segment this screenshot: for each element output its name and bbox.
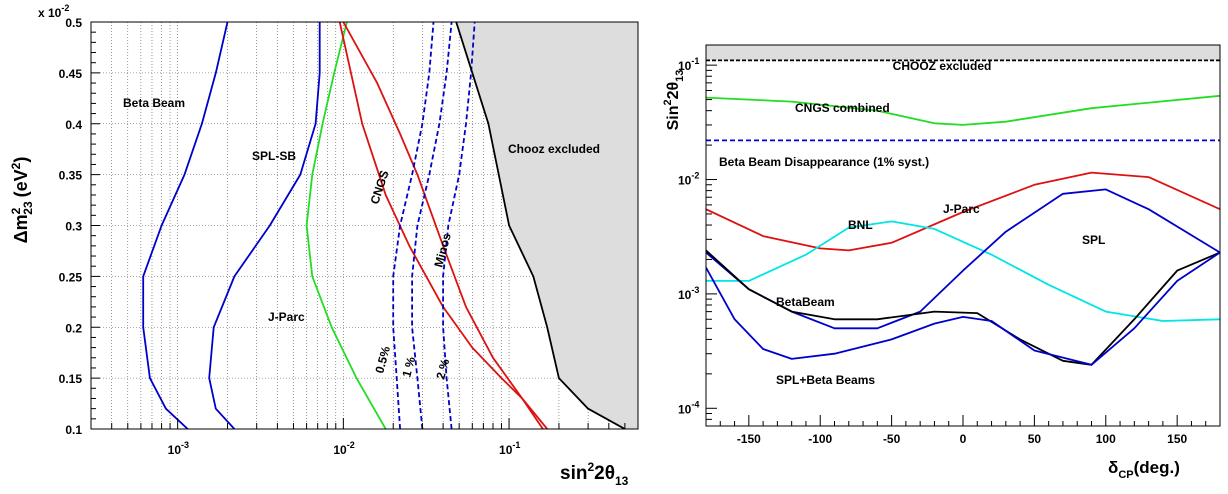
y-tick-label: 0.25 <box>59 270 83 284</box>
x-tick-label: 150 <box>1167 432 1187 446</box>
series-line-bnl <box>706 220 1220 322</box>
left-ticks: 0.1 0.15 0.2 0.25 0.3 0.35 0.4 0.45 0.5 10-3 10-2 1… <box>59 16 626 457</box>
label-betabeam: BetaBeam <box>776 295 835 309</box>
y-tick-label: 0.3 <box>65 220 82 234</box>
y-tick-label: 0.1 <box>65 423 82 437</box>
label-j-parc: J-Parc <box>268 310 305 324</box>
series-line-1 <box>411 22 453 429</box>
left-y-multiplier: x 10-2 <box>38 3 69 20</box>
label-spl: SPL <box>1082 233 1105 247</box>
left-x-axis-label: sin22θ13 <box>560 460 629 488</box>
label-j-parc-right: J-Parc <box>943 202 980 216</box>
y-tick-label: 10-3 <box>678 285 699 302</box>
series-line-2 <box>442 22 476 429</box>
y-tick-label: 0.45 <box>59 67 83 81</box>
y-tick-label: 0.35 <box>59 169 83 183</box>
y-tick-label: 10-2 <box>678 171 699 188</box>
x-tick-label: 10-2 <box>333 440 354 457</box>
x-tick-label: 0 <box>960 432 967 446</box>
label-beta-beam: Beta Beam <box>123 96 185 110</box>
label-1-percent: 1 % <box>399 355 418 379</box>
series-line-spl-sb <box>208 22 321 429</box>
series-line-cngs-combined <box>706 94 1220 126</box>
label-spl-sb: SPL-SB <box>252 149 296 163</box>
x-tick-label: 10-1 <box>499 440 520 457</box>
label-chooz-excluded: Chooz excluded <box>508 142 600 156</box>
label-beta-beam-disappearance: Beta Beam Disappearance (1% syst.) <box>719 155 929 169</box>
right-chart: -150 -100 -50 0 50 100 150 10-1 10-2 10-3 10-4 Sin… <box>662 44 1221 481</box>
label-cngs-combined: CNGS combined <box>795 101 890 115</box>
y-tick-label: 0.15 <box>59 372 83 386</box>
series-line-spl-beta-beams <box>706 251 1220 366</box>
chooz-excluded-region <box>706 45 1220 61</box>
left-chart: 0.1 0.15 0.2 0.25 0.3 0.35 0.4 0.45 0.5 10-3 10-2 1… <box>9 3 639 488</box>
label-spl-beta-beams: SPL+Beta Beams <box>776 373 875 387</box>
right-ticks: -150 -100 -50 0 50 100 150 10-1 10-2 10-3 10-4 <box>678 56 1207 446</box>
x-tick-label: -100 <box>808 432 832 446</box>
x-tick-label: 100 <box>1096 432 1116 446</box>
series-line-0-5 <box>392 22 435 429</box>
y-tick-label: 0.2 <box>65 321 82 335</box>
x-tick-label: -50 <box>883 432 901 446</box>
x-tick-label: 10-3 <box>168 440 189 457</box>
x-tick-label: -150 <box>737 432 761 446</box>
right-series <box>706 45 1220 366</box>
series-line-j-parc <box>305 22 387 429</box>
left-y-axis-label: Δm223(eV2) <box>9 157 35 244</box>
right-y-axis-label: Sin22θ13 <box>662 70 686 131</box>
series-line-beta-beam <box>142 22 229 429</box>
series-line-chooz-excluded <box>455 22 626 429</box>
right-plot-frame <box>706 45 1220 426</box>
series-line-minos <box>342 22 548 429</box>
y-tick-label: 10-1 <box>678 56 699 73</box>
chooz-excluded-region <box>456 22 638 429</box>
label-bnl: BNL <box>848 218 873 232</box>
series-line-betabeam <box>706 249 1220 366</box>
y-tick-label: 0.4 <box>65 118 82 132</box>
label-2-percent: 2 % <box>433 357 452 381</box>
label-chooz-excluded-right: CHOOZ excluded <box>893 59 992 73</box>
label-0-5-percent: 0.5% <box>372 344 393 374</box>
y-tick-label: 10-4 <box>678 399 699 416</box>
y-tick-label: 0.5 <box>65 16 82 30</box>
left-series <box>142 22 638 429</box>
x-tick-label: 50 <box>1028 432 1042 446</box>
right-x-axis-label: δCP(deg.) <box>1108 458 1180 481</box>
